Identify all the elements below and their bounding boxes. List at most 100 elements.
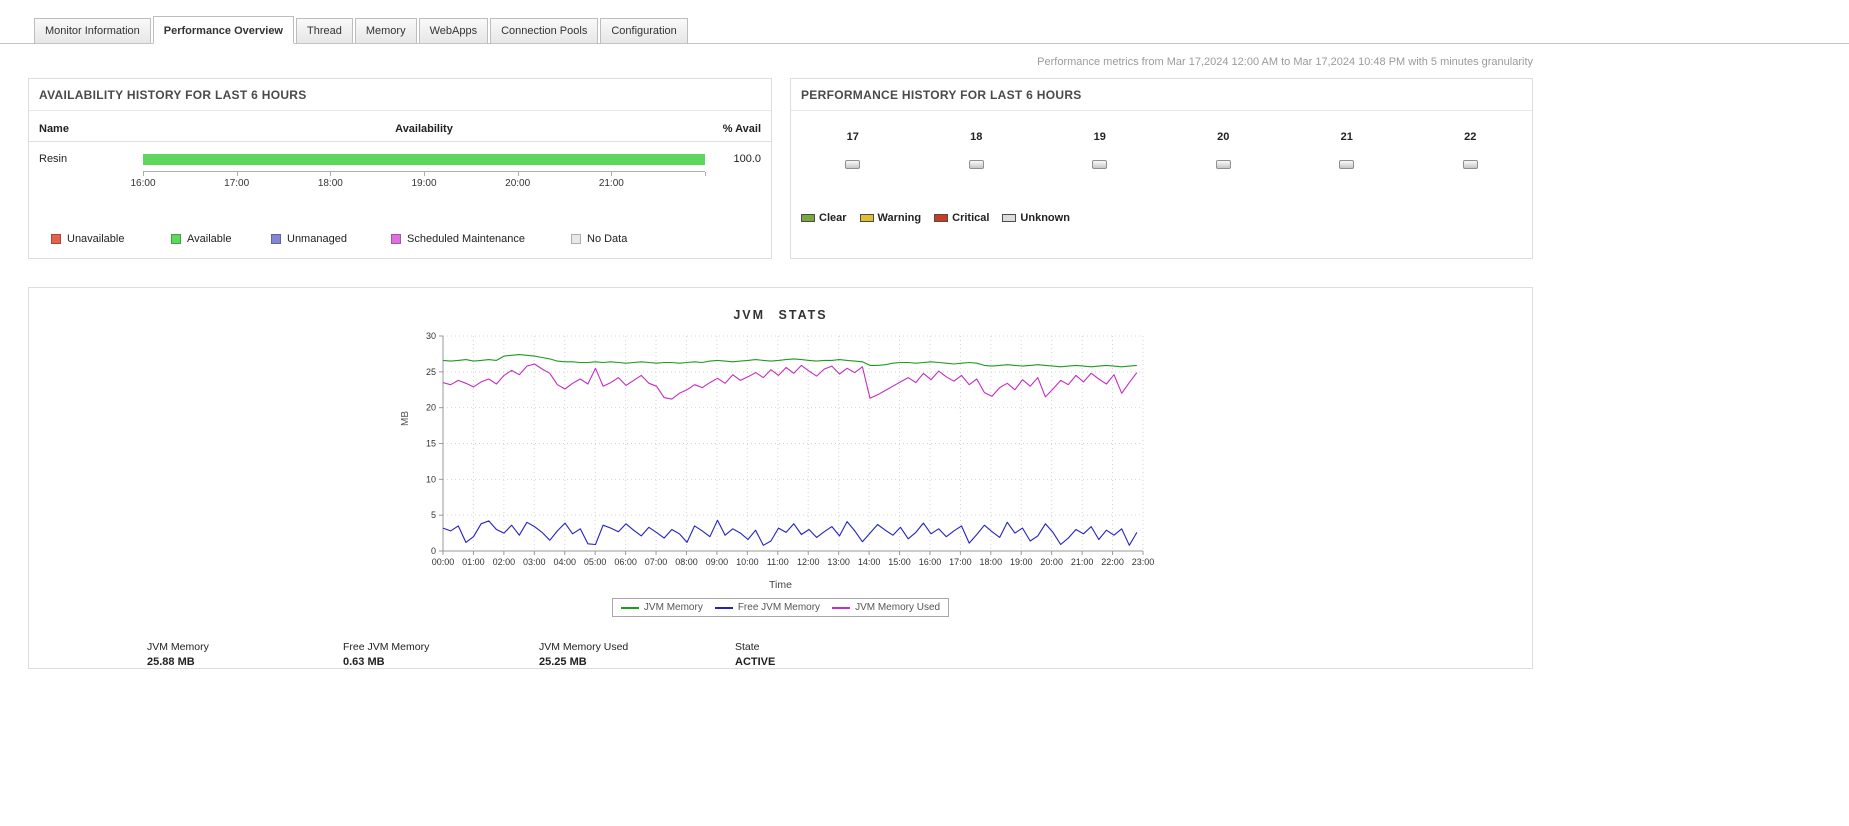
legend-item-unmanaged: Unmanaged xyxy=(271,233,391,245)
col-header-availability: Availability xyxy=(395,123,453,135)
legend-label: Scheduled Maintenance xyxy=(407,233,526,245)
svg-text:20:00: 20:00 xyxy=(1040,557,1063,567)
axis-tick-label: 20:00 xyxy=(505,178,531,189)
legend-label: Unknown xyxy=(1020,212,1070,224)
svg-text:16:00: 16:00 xyxy=(918,557,941,567)
legend-label: No Data xyxy=(587,233,628,245)
monitor-name: Resin xyxy=(39,153,68,165)
svg-text:5: 5 xyxy=(430,510,435,520)
legend-item-available: Available xyxy=(171,233,271,245)
svg-text:09:00: 09:00 xyxy=(705,557,728,567)
svg-text:00:00: 00:00 xyxy=(431,557,454,567)
availability-time-axis: 16:00 17:00 18:00 19:00 20:00 21:00 xyxy=(130,171,706,193)
axis-tick xyxy=(143,172,144,176)
stat-jvm-memory-used: JVM Memory Used 25.25 MB xyxy=(539,641,735,668)
tab-webapps[interactable]: WebApps xyxy=(418,18,489,44)
legend-label: Available xyxy=(187,233,232,245)
svg-text:13:00: 13:00 xyxy=(827,557,850,567)
axis-tick-label: 18:00 xyxy=(317,178,343,189)
svg-text:10: 10 xyxy=(425,474,435,484)
axis-tick xyxy=(236,172,238,176)
performance-hour-column: 19 xyxy=(1038,131,1162,169)
availability-table-header: Name Availability % Avail xyxy=(29,111,771,142)
performance-hour-column: 20 xyxy=(1162,131,1286,169)
availability-bar[interactable] xyxy=(143,153,705,165)
svg-text:08:00: 08:00 xyxy=(675,557,698,567)
legend-series-name: JVM Memory xyxy=(643,602,703,613)
svg-text:03:00: 03:00 xyxy=(523,557,546,567)
svg-text:21:00: 21:00 xyxy=(1070,557,1093,567)
unmanaged-swatch-icon xyxy=(271,234,281,244)
legend-label: Critical xyxy=(952,212,990,224)
hour-label: 18 xyxy=(970,131,983,143)
stat-jvm-memory: JVM Memory 25.88 MB xyxy=(147,641,343,668)
unknown-status-icon[interactable] xyxy=(968,160,984,169)
svg-text:11:00: 11:00 xyxy=(766,557,788,567)
hour-label: 21 xyxy=(1340,131,1353,143)
svg-text:07:00: 07:00 xyxy=(644,557,667,567)
availability-row: Resin 100.0 xyxy=(29,142,771,168)
metrics-note: Performance metrics from Mar 17,2024 12:… xyxy=(1037,56,1533,68)
col-header-name: Name xyxy=(39,123,69,135)
jvm-stats-chart: 0 5 10 15 20 25 30 00:00 01:00 02:00 03:00 04:00 05:… xyxy=(425,331,1153,567)
availability-percent: 100.0 xyxy=(733,153,761,165)
scheduled-maintenance-swatch-icon xyxy=(391,234,401,244)
legend-label: Clear xyxy=(819,212,847,224)
hour-label: 17 xyxy=(846,131,859,143)
tab-memory[interactable]: Memory xyxy=(354,18,417,44)
tab-monitor-information[interactable]: Monitor Information xyxy=(34,18,151,44)
stat-label: JVM Memory xyxy=(147,641,209,653)
svg-text:14:00: 14:00 xyxy=(857,557,880,567)
legend-line-icon xyxy=(832,606,851,609)
chart-legend: JVM Memory Free JVM Memory JVM Memory Used xyxy=(611,598,950,617)
svg-text:25: 25 xyxy=(425,367,435,377)
unknown-status-icon[interactable] xyxy=(1462,160,1478,169)
unknown-swatch-icon xyxy=(1002,214,1017,222)
unknown-status-icon[interactable] xyxy=(845,160,861,169)
critical-swatch-icon xyxy=(934,214,949,222)
x-axis-label: Time xyxy=(769,579,792,591)
stat-state: State ACTIVE xyxy=(735,641,931,668)
axis-tick-label: 21:00 xyxy=(598,178,624,189)
svg-text:12:00: 12:00 xyxy=(796,557,819,567)
svg-text:0: 0 xyxy=(430,546,435,556)
svg-text:30: 30 xyxy=(425,331,435,341)
chart-legend-item-jvm-memory-used: JVM Memory Used xyxy=(832,602,940,613)
axis-tick-label: 17:00 xyxy=(224,178,250,189)
jvm-stats-summary: JVM Memory 25.88 MB Free JVM Memory 0.63 MB… xyxy=(147,641,1532,668)
axis-tick xyxy=(517,172,519,176)
svg-text:17:00: 17:00 xyxy=(949,557,972,567)
top-panels-row: AVAILABILITY HISTORY FOR LAST 6 HOURS Na… xyxy=(28,78,1533,259)
performance-hour-column: 22 xyxy=(1409,131,1533,169)
axis-tick-label: 19:00 xyxy=(411,178,437,189)
axis-tick-label: 16:00 xyxy=(130,178,156,189)
unknown-status-icon[interactable] xyxy=(1215,160,1231,169)
unknown-status-icon[interactable] xyxy=(1092,160,1108,169)
performance-hour-column: 21 xyxy=(1285,131,1409,169)
availability-panel: AVAILABILITY HISTORY FOR LAST 6 HOURS Na… xyxy=(28,78,772,259)
legend-item-no-data: No Data xyxy=(571,233,627,245)
stat-label: JVM Memory Used xyxy=(539,641,629,653)
chart-title: JVM STATS xyxy=(733,308,828,322)
tab-connection-pools[interactable]: Connection Pools xyxy=(490,18,599,44)
legend-item-scheduled-maintenance: Scheduled Maintenance xyxy=(391,233,571,245)
chart-area: MB 0 5 10 15 20 25 30 00:00 01:00 02:00 03:00 04:00… xyxy=(400,328,1161,617)
stat-free-jvm-memory: Free JVM Memory 0.63 MB xyxy=(343,641,539,668)
axis-tick xyxy=(424,172,425,176)
legend-label: Unmanaged xyxy=(287,233,347,245)
tab-configuration[interactable]: Configuration xyxy=(600,18,688,44)
svg-text:05:00: 05:00 xyxy=(583,557,606,567)
performance-hours-row: 17 18 19 20 21 22 xyxy=(791,131,1532,169)
tab-thread[interactable]: Thread xyxy=(296,18,353,44)
axis-tick xyxy=(330,172,332,176)
legend-item-warning: Warning xyxy=(859,212,921,224)
performance-legend: Clear Warning Critical Unknown xyxy=(801,212,1070,224)
chart-legend-wrap: JVM Memory Free JVM Memory JVM Memory Used xyxy=(401,598,1161,617)
availability-rows: Resin 100.0 xyxy=(29,142,771,168)
unknown-status-icon[interactable] xyxy=(1339,160,1355,169)
stat-label: State xyxy=(735,641,760,653)
svg-text:15:00: 15:00 xyxy=(888,557,911,567)
tab-performance-overview[interactable]: Performance Overview xyxy=(152,16,294,44)
tab-bar: Monitor Information Performance Overview T… xyxy=(0,0,1849,44)
performance-hour-column: 17 xyxy=(791,131,915,169)
